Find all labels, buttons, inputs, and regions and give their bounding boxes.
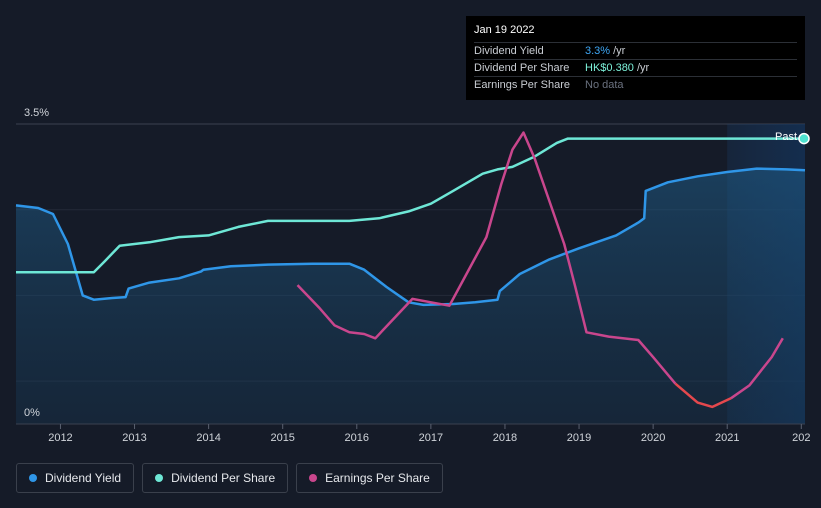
x-tick-label: 2016 bbox=[345, 432, 369, 444]
x-axis-ticks: 2012 2013 2014 2015 2016 2017 2018 2019 2020 2021… bbox=[48, 424, 810, 444]
legend-label: Dividend Yield bbox=[45, 471, 122, 485]
tooltip-row-dividend-per-share: Dividend Per Share HK$0.380 /yr bbox=[474, 59, 797, 76]
tooltip-unit: /yr bbox=[636, 62, 650, 74]
x-tick-label: 2017 bbox=[419, 432, 443, 444]
tooltip-unit: /yr bbox=[613, 45, 626, 57]
x-tick-label: 2019 bbox=[567, 432, 591, 444]
legend-item-earnings-per-share[interactable]: Earnings Per Share bbox=[296, 463, 443, 493]
tooltip-label: Dividend Yield bbox=[474, 45, 544, 57]
x-tick-label: 2020 bbox=[641, 432, 665, 444]
legend-item-dividend-yield[interactable]: Dividend Yield bbox=[16, 463, 135, 493]
tooltip-label: Earnings Per Share bbox=[474, 79, 570, 91]
tooltip-row-earnings-per-share: Earnings Per Share No data bbox=[474, 76, 797, 93]
tooltip-date: Jan 19 2022 bbox=[474, 24, 535, 36]
tooltip-row-dividend-yield: Dividend Yield 3.3% /yr bbox=[474, 42, 797, 59]
y-axis-label-top: 3.5% bbox=[24, 107, 49, 119]
legend-item-dividend-per-share[interactable]: Dividend Per Share bbox=[142, 463, 289, 493]
x-tick-label: 2021 bbox=[715, 432, 739, 444]
x-tick-label: 2013 bbox=[122, 432, 146, 444]
x-tick-label: 2014 bbox=[196, 432, 220, 444]
eps-segment bbox=[730, 337, 784, 400]
earnings-per-share-line bbox=[296, 131, 784, 409]
legend-dot bbox=[309, 474, 318, 482]
y-axis-label-bottom: 0% bbox=[24, 407, 40, 419]
eps-segment bbox=[296, 131, 677, 385]
tooltip-label: Dividend Per Share bbox=[474, 62, 570, 74]
tooltip-value: No data bbox=[585, 79, 624, 91]
dividend-yield-line bbox=[15, 167, 806, 307]
eps-segment-negative bbox=[674, 382, 732, 409]
tooltip-value: 3.3% bbox=[585, 45, 611, 57]
x-tick-label: 2015 bbox=[270, 432, 294, 444]
dividend-yield-area bbox=[16, 168, 805, 424]
x-tick-label: 202 bbox=[792, 432, 810, 444]
legend-dot bbox=[29, 474, 37, 482]
legend-dot bbox=[155, 474, 164, 482]
legend: Dividend Yield Dividend Per Share Earnin… bbox=[16, 463, 443, 493]
x-tick-label: 2018 bbox=[493, 432, 517, 444]
tooltip: Jan 19 2022 Dividend Yield 3.3% /yr Divi… bbox=[466, 16, 805, 100]
legend-label: Earnings Per Share bbox=[325, 471, 430, 485]
tooltip-value: HK$0.380 bbox=[585, 62, 634, 74]
dividend-per-share-line bbox=[16, 137, 805, 274]
x-tick-label: 2012 bbox=[48, 432, 72, 444]
past-label: Past bbox=[775, 131, 797, 143]
legend-label: Dividend Per Share bbox=[171, 471, 276, 485]
current-value-marker[interactable] bbox=[798, 132, 810, 145]
